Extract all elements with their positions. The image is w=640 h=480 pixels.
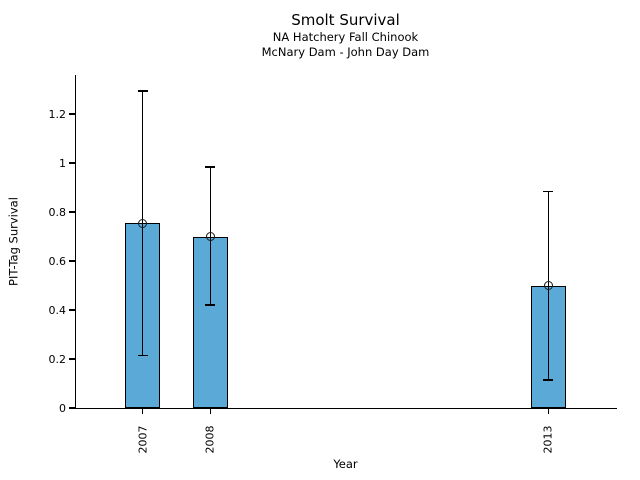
x-axis-tick: [141, 409, 144, 415]
y-axis-tick-label: 0.4: [48, 303, 67, 317]
y-axis-tick: [69, 260, 75, 262]
y-axis-tick: [69, 407, 75, 409]
y-axis-tick-label: 0.8: [48, 205, 67, 219]
point-marker: [543, 281, 553, 291]
x-axis-tick-label: 2013: [541, 425, 555, 454]
error-bar-cap-top: [543, 190, 554, 192]
error-bar-cap-bottom: [205, 304, 216, 306]
error-bar-cap-top: [137, 90, 148, 92]
x-axis-tick: [209, 409, 211, 415]
x-axis-tick-label: 2008: [203, 425, 217, 454]
y-axis-tick: [69, 211, 75, 213]
error-bar-cap-bottom: [137, 354, 148, 357]
point-marker: [138, 218, 148, 228]
plot-area: [75, 75, 617, 409]
error-bar-cap-bottom: [543, 379, 554, 381]
chart-title: Smolt Survival: [291, 11, 400, 29]
chart-subtitle-line2: McNary Dam - John Day Dam: [261, 45, 430, 59]
y-axis-tick-label: 0.2: [48, 352, 67, 366]
y-axis-tick-label: 1: [59, 156, 66, 170]
point-marker: [205, 232, 215, 242]
x-axis-tick: [547, 409, 550, 415]
chart-subtitle-line1: NA Hatchery Fall Chinook: [272, 30, 419, 44]
y-axis-tick: [69, 358, 75, 360]
y-axis-tick-label: 0.6: [48, 254, 67, 268]
title-block: Smolt Survival NA Hatchery Fall Chinook …: [75, 11, 616, 60]
error-bar-cap-top: [205, 166, 216, 168]
y-axis-tick-label: 1.2: [48, 107, 67, 121]
y-axis-tick: [69, 309, 75, 311]
x-axis-label: Year: [333, 457, 358, 471]
x-axis-tick-label: 2007: [136, 425, 150, 454]
y-axis-label: PIT-Tag Survival: [6, 197, 21, 286]
y-axis-tick: [69, 162, 75, 164]
y-axis-tick-label: 0: [59, 401, 66, 415]
y-axis-tick: [69, 113, 75, 115]
